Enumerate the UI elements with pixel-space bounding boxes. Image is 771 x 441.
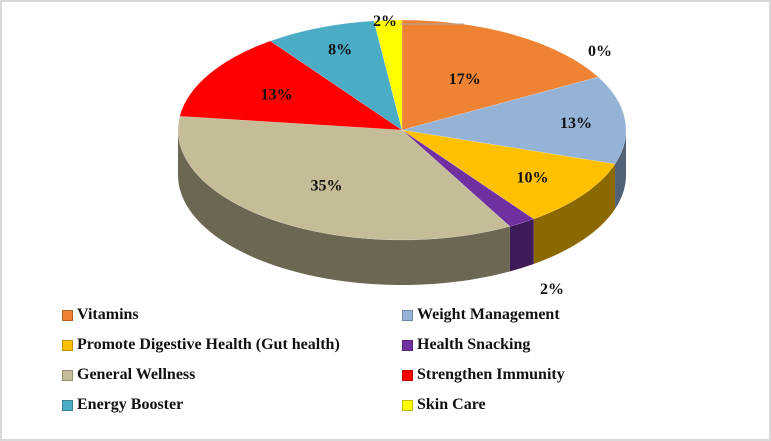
legend-item: General Wellness bbox=[62, 365, 402, 385]
data-label: 2% bbox=[373, 13, 397, 30]
legend-label: Vitamins bbox=[77, 306, 139, 323]
pie-side-4 bbox=[178, 130, 510, 285]
legend-label: Energy Booster bbox=[77, 396, 184, 413]
legend-label: Health Snacking bbox=[417, 336, 531, 353]
pie-slice-strengthen-immunity[interactable] bbox=[179, 40, 403, 131]
data-label: 13% bbox=[261, 87, 293, 104]
pie-slice-weight-management[interactable] bbox=[401, 76, 627, 165]
legend-swatch bbox=[62, 309, 73, 321]
legend-swatch bbox=[402, 369, 413, 381]
data-label: 2% bbox=[540, 281, 564, 298]
legend-item: Energy Booster bbox=[62, 395, 402, 415]
pie-side-2 bbox=[533, 163, 616, 264]
legend-item: Promote Digestive Health (Gut health) bbox=[62, 335, 402, 355]
legend-item: Skin Care bbox=[402, 395, 662, 415]
legend-swatch bbox=[62, 339, 73, 351]
pie-slice-vitamins[interactable] bbox=[401, 19, 599, 131]
legend-swatch bbox=[402, 339, 413, 351]
legend-swatch bbox=[62, 369, 73, 381]
pie-slice-skin-care[interactable] bbox=[373, 19, 403, 131]
pie-side-1 bbox=[615, 130, 626, 209]
legend: Vitamins Weight Management Promote Digesti… bbox=[62, 305, 662, 415]
data-label: 10% bbox=[516, 170, 548, 187]
data-label-zero: 0% bbox=[588, 43, 612, 60]
legend-label: Promote Digestive Health (Gut health) bbox=[77, 336, 340, 353]
data-label: 13% bbox=[560, 115, 592, 132]
pie-slice-general-wellness[interactable] bbox=[177, 115, 511, 241]
legend-item: Vitamins bbox=[62, 305, 402, 325]
legend-item: Strengthen Immunity bbox=[402, 365, 662, 385]
legend-label: Weight Management bbox=[417, 306, 560, 323]
data-label: 35% bbox=[310, 178, 342, 195]
legend-swatch bbox=[62, 399, 73, 411]
legend-label: Skin Care bbox=[417, 396, 486, 413]
pie-side-3 bbox=[509, 218, 534, 272]
legend-item: Weight Management bbox=[402, 305, 662, 325]
pie-slice-promote-digestive-health-gut-health-[interactable] bbox=[401, 129, 616, 220]
data-label: 17% bbox=[449, 71, 481, 88]
legend-swatch bbox=[402, 309, 413, 321]
data-label: 8% bbox=[328, 41, 352, 58]
pie-slice-health-snacking[interactable] bbox=[401, 129, 535, 227]
legend-item: Health Snacking bbox=[402, 335, 662, 355]
legend-swatch bbox=[402, 399, 413, 411]
legend-label: General Wellness bbox=[77, 366, 196, 383]
pie-slice-energy-booster[interactable] bbox=[269, 20, 403, 131]
legend-label: Strengthen Immunity bbox=[417, 366, 565, 383]
